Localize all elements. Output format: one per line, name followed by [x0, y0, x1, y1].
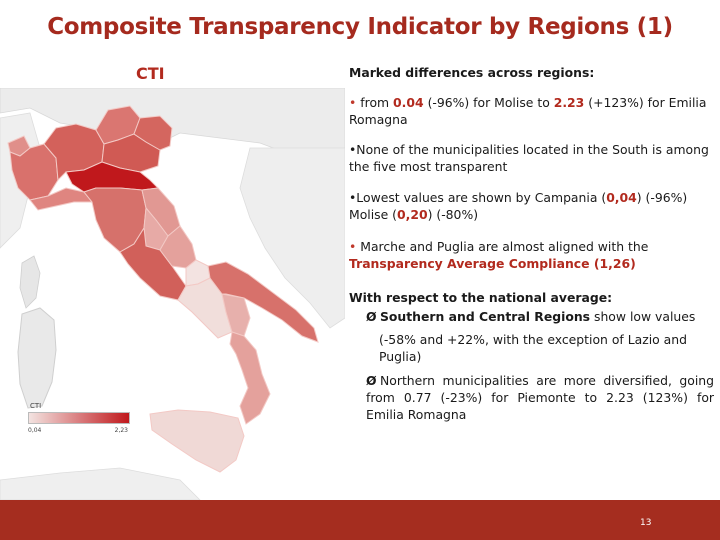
b1-value-max: 2.23: [553, 95, 585, 110]
bullet-lowest: •Lowest values are shown by Campania (0,…: [349, 189, 714, 223]
footer-bar: [0, 500, 720, 540]
region-lazio: [119, 226, 187, 301]
b4-tac-value: 1,26: [599, 256, 631, 271]
bullet-range: • from 0.04 (-96%) for Molise to 2.23 (+…: [349, 94, 714, 128]
legend-max: 2,23: [114, 427, 128, 434]
b1-pre: from: [360, 95, 394, 110]
bullet-south: •None of the municipalities located in t…: [349, 142, 709, 174]
b1-mid: (-96%) for Molise to: [423, 95, 554, 110]
b4-pre: Marche and Puglia are almost aligned wit…: [356, 239, 649, 254]
b4-tac-close: ): [630, 256, 636, 271]
bullet-dot: •: [349, 239, 357, 254]
b3-mid: ) (-96%) Molise (: [349, 190, 688, 222]
s1-rest: show low values: [590, 309, 696, 324]
b3-pre: •Lowest values are shown by Campania (: [349, 190, 607, 205]
region-calabria: [229, 331, 271, 425]
sub-bullet-south-central: Ø Southern and Central Regions show low v…: [366, 308, 714, 325]
legend-color-bar: [28, 412, 130, 424]
b3-post: ) (-80%): [427, 207, 479, 222]
bullet-dot: •: [349, 95, 357, 110]
b3-value-molise: 0,20: [397, 207, 428, 222]
arrow-bullet-icon: Ø: [366, 373, 377, 388]
legend-min: 0,04: [28, 427, 42, 434]
differences-heading: Marked differences across regions:: [349, 65, 595, 80]
b1-value-min: 0.04: [393, 95, 424, 110]
b1-post: (+123%) for Emilia Romagna: [349, 95, 707, 127]
map-label: CTI: [136, 64, 165, 83]
sub-bullet-north: Ø Northern municipalities are more divers…: [366, 372, 714, 423]
s1-continuation: (-58% and +22%, with the exception of La…: [379, 332, 687, 364]
s2-text: Northern municipalities are more diversi…: [366, 373, 714, 422]
slide-title: Composite Transparency Indicator by Regi…: [47, 14, 673, 40]
legend-title: CTI: [30, 402, 42, 410]
arrow-bullet-icon: Ø: [366, 309, 377, 324]
legend-ticks: 0,04 2,23: [28, 427, 128, 434]
national-average-heading: With respect to the national average:: [349, 290, 613, 305]
map-corsica: [19, 255, 41, 309]
map-background-balkans: [239, 147, 345, 329]
region-sicilia: [149, 409, 245, 473]
region-friuli: [133, 115, 173, 151]
b3-value-campania: 0,04: [606, 190, 637, 205]
s1-bold: Southern and Central Regions: [380, 309, 591, 324]
region-sardegna: [17, 307, 57, 409]
map-legend: CTI 0,04 2,23: [28, 402, 133, 434]
b4-tac-label: Transparency Average Compliance (: [349, 256, 600, 271]
page-number: 13: [640, 518, 652, 528]
map-svg: [0, 88, 345, 500]
map-north-africa: [0, 467, 201, 500]
italy-regions-map: [0, 88, 345, 500]
bullet-marche-puglia: • Marche and Puglia are almost aligned w…: [349, 238, 714, 272]
